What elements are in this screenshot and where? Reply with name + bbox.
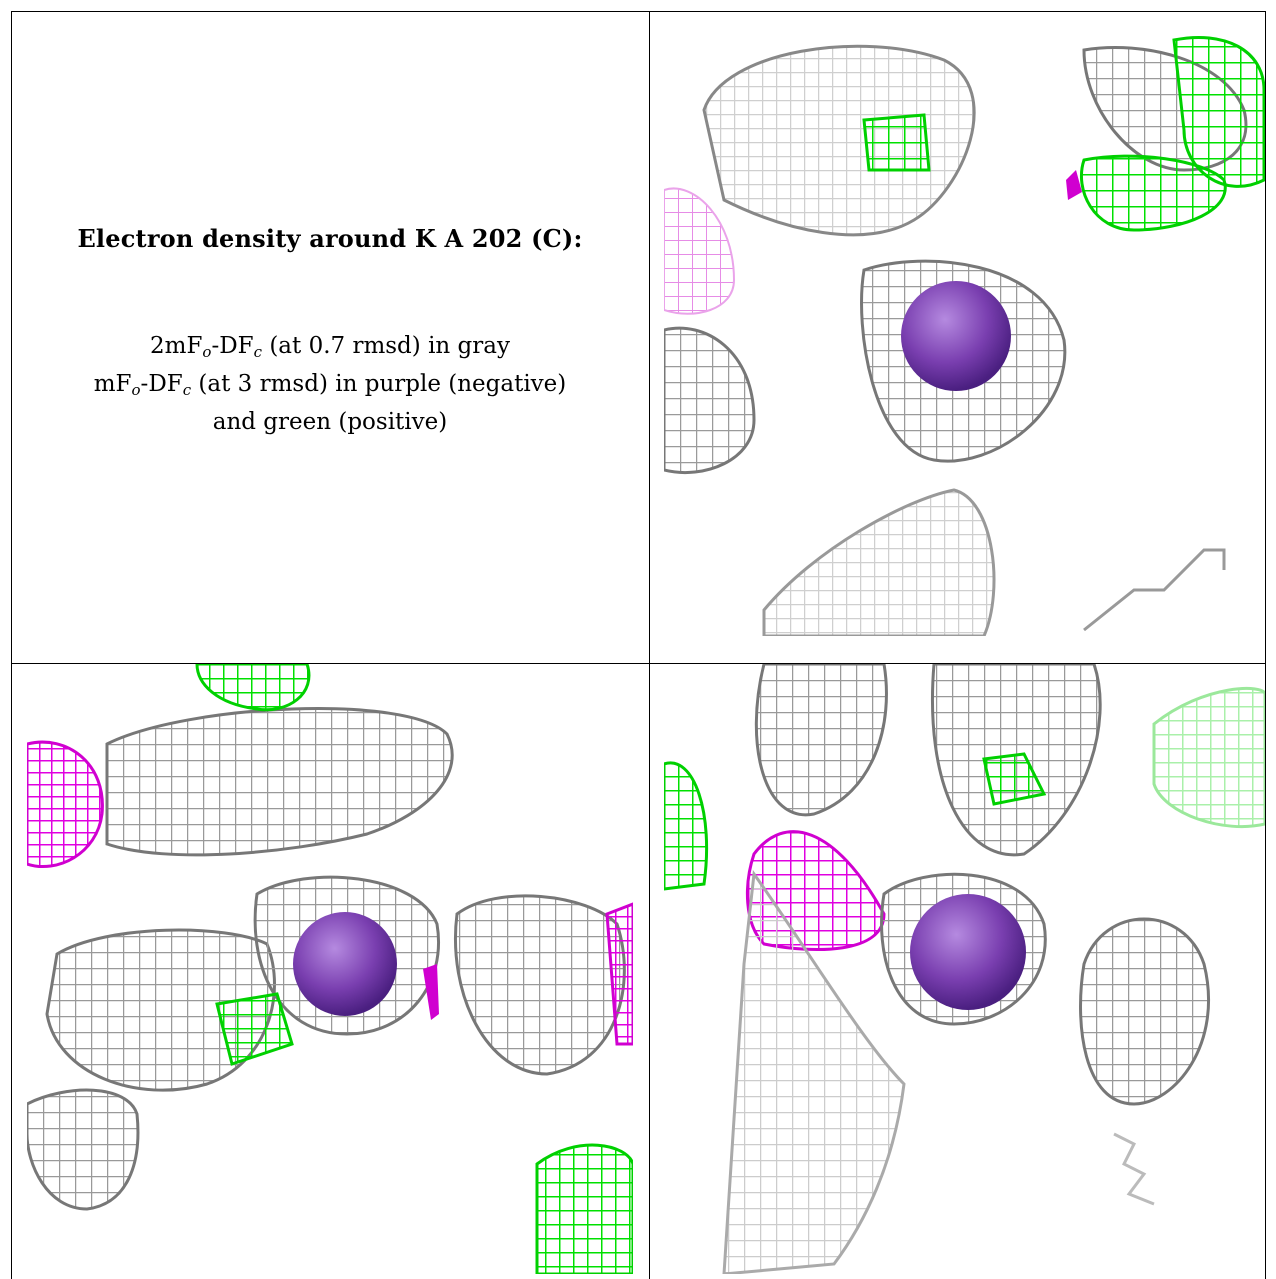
- potassium-ion-sphere: [901, 281, 1011, 391]
- caption-cell: Electron density around K A 202 (C): 2mF…: [12, 12, 648, 662]
- map-legend: 2mFo-DFc (at 0.7 rmsd) in gray mFo-DFc (…: [12, 330, 648, 438]
- potassium-ion-sphere: [910, 894, 1026, 1010]
- gray-mesh-blob: [702, 44, 976, 237]
- table-border-top: [11, 11, 1265, 12]
- potassium-ion-sphere: [293, 912, 397, 1016]
- figure-title: Electron density around K A 202 (C):: [77, 224, 583, 253]
- table-divider-vertical: [649, 11, 650, 1279]
- density-image-3: [664, 664, 1265, 1274]
- density-view-bottom-right: [664, 664, 1265, 1274]
- legend-line-fo-fc: mFo-DFc (at 3 rmsd) in purple (negative): [93, 371, 567, 399]
- density-image-2: [27, 664, 633, 1274]
- legend-line-2fo-fc: 2mFo-DFc (at 0.7 rmsd) in gray: [150, 333, 510, 361]
- legend-line-positive: and green (positive): [212, 409, 448, 435]
- density-view-top-right: [664, 30, 1265, 636]
- density-view-bottom-left: [27, 664, 633, 1274]
- table-border-left: [11, 11, 12, 1279]
- density-image-1: [664, 35, 1265, 636]
- table-border-right: [1265, 11, 1266, 1279]
- table-divider-horizontal: [11, 663, 1265, 664]
